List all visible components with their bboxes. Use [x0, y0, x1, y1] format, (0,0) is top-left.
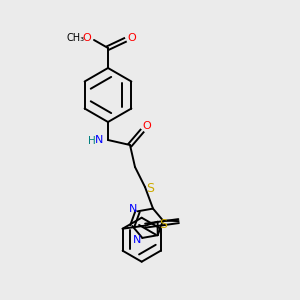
Text: O: O	[128, 33, 136, 43]
Text: S: S	[146, 182, 154, 196]
Text: CH₃: CH₃	[67, 33, 85, 43]
Text: N: N	[95, 135, 103, 145]
Text: S: S	[160, 218, 168, 231]
Text: N: N	[128, 204, 137, 214]
Text: N: N	[133, 235, 142, 245]
Text: O: O	[82, 33, 91, 43]
Text: H: H	[88, 136, 96, 146]
Text: O: O	[142, 121, 152, 131]
